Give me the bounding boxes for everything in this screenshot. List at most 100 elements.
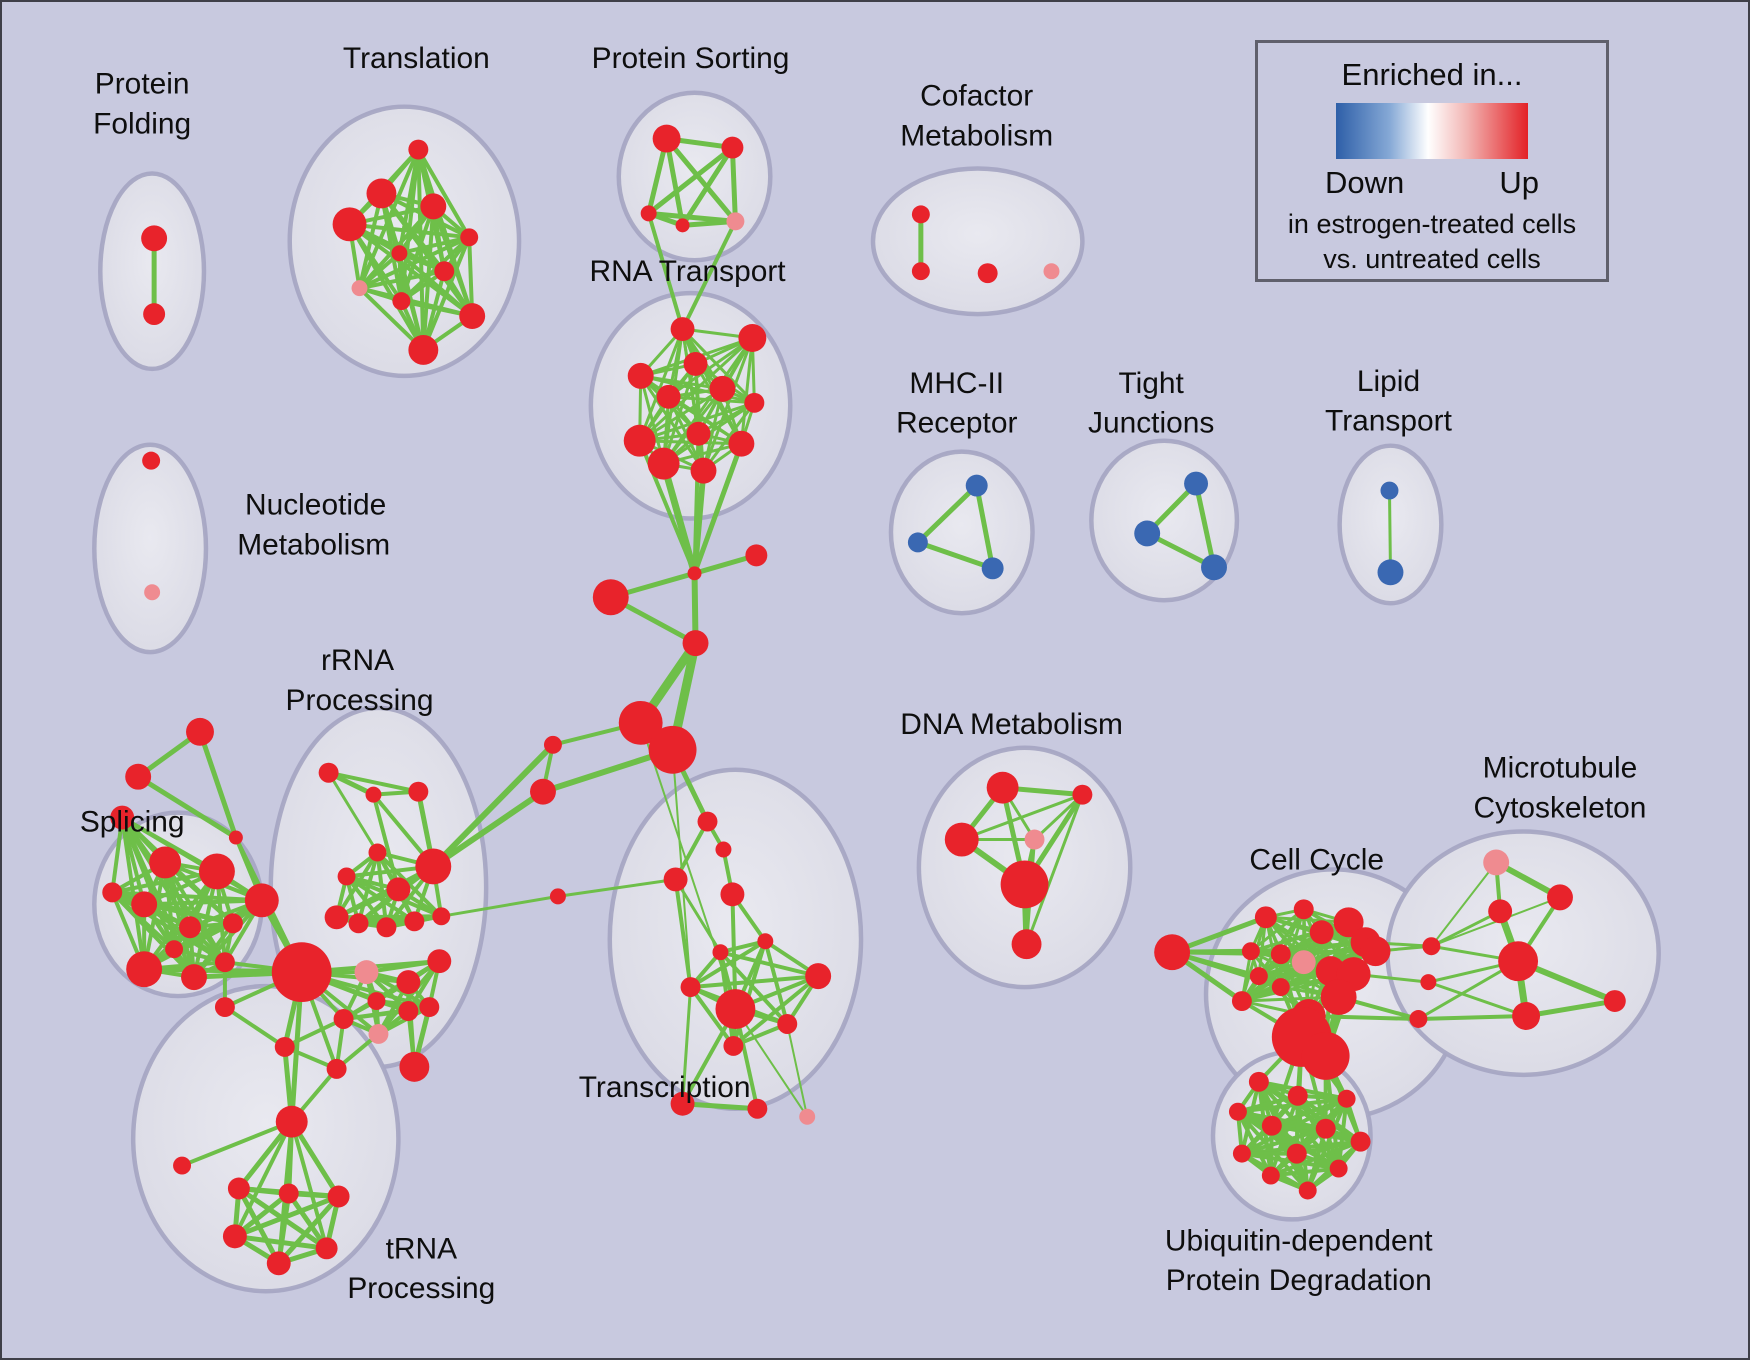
cluster-label: Splicing	[80, 806, 185, 839]
gene-set-node-r14	[396, 970, 421, 995]
gene-set-node-t8	[351, 280, 368, 297]
gene-set-node-mt3	[1488, 899, 1513, 924]
gene-set-node-st4	[682, 630, 709, 657]
edge	[135, 774, 239, 841]
gene-set-node-r3	[408, 781, 429, 802]
gene-set-node-tr7	[315, 1237, 338, 1260]
edge	[671, 748, 692, 989]
gene-set-node-st1	[687, 566, 702, 581]
gene-set-node-st3	[592, 579, 629, 616]
gene-set-node-cc1	[1154, 934, 1191, 971]
cluster-ellipse-mhc-ii-receptor	[888, 449, 1035, 616]
gene-set-node-h2	[648, 725, 697, 774]
gene-set-node-s1	[110, 805, 135, 830]
edge	[638, 387, 724, 443]
cluster-ellipse-trna-processing	[130, 983, 401, 1294]
gene-set-node-ps5	[726, 212, 745, 231]
gene-set-node-t2	[366, 178, 397, 209]
edge	[110, 815, 125, 895]
gene-set-node-r6	[386, 877, 411, 902]
gene-set-node-s9	[244, 883, 279, 918]
gene-set-node-mt1	[1483, 849, 1510, 876]
gene-set-node-pf1	[141, 225, 168, 252]
edge	[1249, 930, 1324, 953]
gene-set-node-x4	[680, 977, 701, 998]
edge	[556, 877, 678, 898]
edge	[1193, 481, 1217, 570]
gene-set-node-r5	[337, 867, 356, 886]
gene-set-node-rt9	[623, 424, 656, 457]
legend-gradient-bar	[1336, 103, 1528, 159]
cluster-label: tRNA	[386, 1232, 458, 1265]
gene-set-node-rt4	[627, 362, 654, 389]
edge	[467, 235, 475, 319]
gene-set-node-s3	[198, 853, 235, 890]
gene-set-node-cf4	[1043, 263, 1060, 280]
gene-set-node-u10	[1329, 1159, 1348, 1178]
edge	[646, 211, 685, 332]
edge	[974, 483, 996, 571]
gene-set-node-tj2	[1134, 520, 1161, 547]
gene-set-node-cc3	[1293, 899, 1314, 920]
gene-set-node-d4	[1024, 829, 1045, 850]
gene-set-node-cc2	[1254, 906, 1277, 929]
edge	[371, 792, 401, 892]
gene-set-node-gu2	[1301, 1031, 1350, 1080]
gene-set-node-r17	[398, 1001, 419, 1021]
cluster-label: Folding	[93, 108, 191, 141]
gene-set-node-rt2	[738, 324, 767, 352]
gene-set-node-c6	[720, 882, 745, 907]
gene-set-node-rt5	[709, 375, 736, 402]
edge	[1523, 998, 1618, 1019]
edge	[286, 1190, 330, 1251]
gene-set-node-mt4	[1498, 941, 1539, 982]
edge	[289, 1119, 329, 1251]
edge	[142, 860, 168, 972]
edge	[1268, 1166, 1341, 1178]
gene-set-node-r12	[432, 907, 451, 926]
gene-set-node-cc15	[1231, 991, 1252, 1012]
gene-set-node-x2	[712, 944, 729, 961]
gene-set-node-cf3	[977, 263, 998, 284]
edge	[110, 890, 197, 980]
gene-set-node-ps3	[640, 205, 657, 222]
edge	[692, 431, 701, 576]
gene-set-node-r1	[318, 762, 339, 783]
edge	[1426, 980, 1528, 1018]
cluster-label: Translation	[343, 42, 490, 75]
gene-set-node-d6	[1011, 929, 1042, 960]
gene-set-node-lt1	[1380, 481, 1399, 500]
edge	[357, 269, 447, 291]
gene-set-node-s8	[165, 940, 184, 959]
gene-set-node-sp3	[228, 830, 243, 845]
gene-set-node-r13	[354, 960, 379, 985]
gene-set-node-x7	[723, 1035, 744, 1056]
gene-set-node-d1	[986, 771, 1019, 804]
edge	[326, 770, 421, 794]
legend-down-label: Down	[1325, 165, 1405, 200]
edge	[197, 729, 239, 841]
edge	[282, 1017, 346, 1049]
edge	[142, 898, 264, 972]
edge	[734, 1008, 809, 1118]
cluster-label: RNA Transport	[589, 255, 786, 288]
gene-set-node-tr2	[173, 1156, 192, 1175]
edge	[276, 1193, 342, 1266]
gene-set-node-s2	[149, 846, 182, 879]
edge	[397, 235, 472, 256]
gene-set-node-h1	[618, 700, 663, 745]
cluster-label: MHC-II	[909, 367, 1004, 400]
cluster-label: Ubiquitin-dependent	[1165, 1224, 1433, 1257]
edge	[681, 985, 693, 1106]
gene-set-node-t1	[408, 139, 429, 160]
legend-caption-line1: in estrogen-treated cells	[1287, 209, 1577, 239]
edge	[664, 136, 738, 224]
gene-set-node-cc17	[1320, 979, 1357, 1016]
gene-set-node-c2	[530, 778, 556, 805]
gene-set-node-rt7	[744, 392, 765, 413]
gene-set-node-s7	[222, 913, 243, 934]
gene-set-node-r18	[333, 1009, 354, 1029]
gene-set-node-cf2	[911, 262, 930, 281]
gene-set-node-c1	[543, 735, 562, 754]
gene-set-node-ps1	[652, 124, 681, 153]
